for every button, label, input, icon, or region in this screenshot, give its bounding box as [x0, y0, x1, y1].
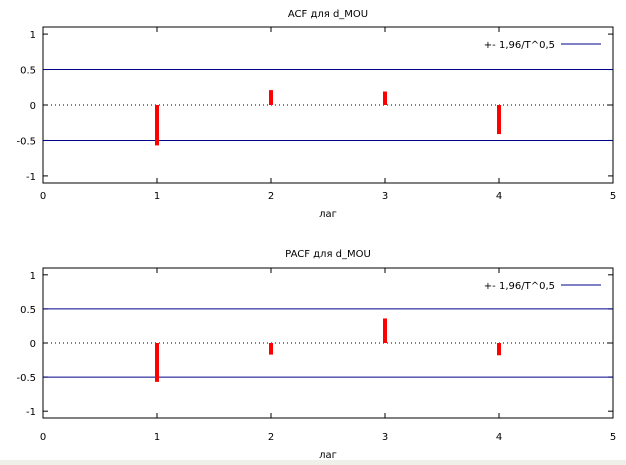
x-tick-label: 0	[40, 432, 46, 443]
y-tick-label: -0.5	[16, 373, 36, 384]
x-tick-label: 2	[268, 191, 274, 202]
x-tick-label: 5	[610, 432, 616, 443]
y-tick-label: -0.5	[16, 136, 36, 147]
x-tick-label: 4	[496, 432, 502, 443]
bar-lag-1	[155, 343, 159, 382]
x-tick-label: 2	[268, 432, 274, 443]
x-tick-label: 3	[382, 432, 388, 443]
y-tick-label: 0.5	[20, 305, 36, 316]
bar-lag-3	[383, 91, 387, 105]
y-tick-label: 0	[30, 101, 36, 112]
y-tick-label: 1	[30, 271, 36, 282]
y-tick-label: 1	[30, 30, 36, 41]
bar-lag-4	[497, 343, 501, 356]
y-tick-label: -1	[26, 407, 36, 418]
bar-lag-2	[269, 90, 273, 105]
chart-title: PACF для d_MOU	[285, 249, 371, 260]
bar-lag-2	[269, 343, 273, 355]
bar-lag-1	[155, 105, 159, 146]
y-tick-label: -1	[26, 172, 36, 183]
x-axis-label: лаг	[319, 450, 337, 461]
y-tick-label: 0	[30, 339, 36, 350]
bottom-strip	[0, 460, 626, 465]
chart-title: ACF для d_MOU	[288, 9, 368, 20]
x-axis-label: лаг	[319, 209, 337, 220]
x-tick-label: 1	[154, 191, 160, 202]
x-tick-label: 1	[154, 432, 160, 443]
x-tick-label: 3	[382, 191, 388, 202]
bar-lag-4	[497, 105, 501, 135]
legend-label: +- 1,96/T^0,5	[484, 40, 555, 51]
x-tick-label: 5	[610, 191, 616, 202]
legend-label: +- 1,96/T^0,5	[484, 281, 555, 292]
x-tick-label: 0	[40, 191, 46, 202]
bar-lag-3	[383, 318, 387, 343]
x-tick-label: 4	[496, 191, 502, 202]
y-tick-label: 0.5	[20, 66, 36, 77]
